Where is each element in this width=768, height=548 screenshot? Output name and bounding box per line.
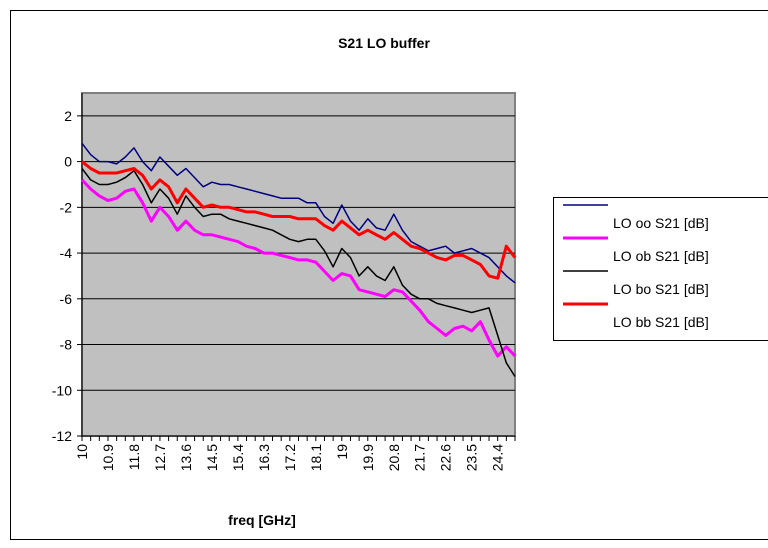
x-axis-title: freq [GHz] — [228, 512, 296, 528]
x-tick-label: 15.4 — [230, 444, 246, 471]
series-line — [81, 142, 516, 284]
x-tick-label: 10.9 — [100, 444, 116, 471]
x-tick-label: 19.9 — [360, 444, 376, 471]
y-tick-label: -12 — [52, 428, 72, 444]
series-line — [80, 178, 517, 358]
x-tick-label: 14.5 — [204, 444, 220, 471]
legend-label: LO bo S21 [dB] — [613, 281, 709, 297]
y-tick-label: 2 — [64, 108, 72, 124]
x-tick-label: 16.3 — [256, 444, 272, 471]
y-tick-label: 0 — [64, 154, 72, 170]
chart-title: S21 LO buffer — [338, 35, 430, 51]
x-tick-label: 22.6 — [438, 444, 454, 471]
x-tick-label: 21.7 — [412, 444, 428, 471]
series-line — [81, 168, 516, 377]
y-tick-label: -6 — [60, 291, 73, 307]
legend-box — [553, 197, 768, 341]
legend-label: LO oo S21 [dB] — [613, 215, 709, 231]
x-tick-label: 24.4 — [490, 444, 506, 471]
x-tick-label: 23.5 — [464, 444, 480, 471]
x-tick-label: 17.2 — [282, 444, 298, 471]
series-line — [81, 160, 517, 280]
plot-area — [81, 92, 516, 437]
x-tick-label: 13.6 — [178, 444, 194, 471]
x-tick-label: 20.8 — [386, 444, 402, 471]
y-tick-label: -10 — [52, 382, 72, 398]
y-tick-label: -4 — [60, 245, 73, 261]
legend-label: LO bb S21 [dB] — [613, 314, 709, 330]
y-tick-label: -2 — [60, 199, 73, 215]
y-tick-label: -8 — [60, 337, 73, 353]
x-tick-label: 19 — [334, 444, 350, 460]
x-tick-label: 12.7 — [152, 444, 168, 471]
x-tick-label: 10 — [74, 444, 90, 460]
x-tick-label: 18.1 — [308, 444, 324, 471]
legend-label: LO ob S21 [dB] — [613, 248, 709, 264]
x-tick-label: 11.8 — [126, 444, 142, 470]
